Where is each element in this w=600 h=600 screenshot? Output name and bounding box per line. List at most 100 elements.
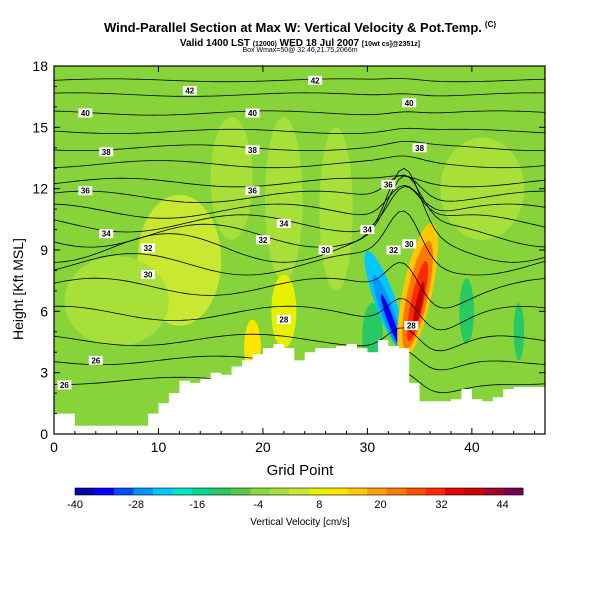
colorbar-swatch (211, 488, 232, 495)
contour-label: 32 (255, 235, 270, 245)
contour-label: 26 (88, 355, 103, 365)
colorbar-swatch (386, 488, 407, 495)
contour-label-text: 26 (60, 381, 69, 390)
theta-contour-line (54, 186, 545, 233)
colorbar-tick-label: -4 (253, 499, 263, 511)
contour-label-box (402, 239, 417, 249)
contour-label-text: 38 (248, 146, 257, 155)
theta-contour-line (54, 78, 545, 83)
theta-contour-line (54, 262, 545, 309)
theta-contour-line (54, 167, 545, 263)
colorbar-swatch (484, 488, 505, 495)
colorbar-tick-label: 32 (435, 499, 447, 511)
contour-label-box (404, 321, 419, 331)
valid-time-utc: (12000) (252, 41, 277, 48)
colorbar-swatch (191, 488, 212, 495)
contour-label: 42 (308, 75, 323, 85)
theta-contour-line (54, 184, 545, 219)
contour-label-box (386, 245, 401, 255)
contour-label-text: 34 (102, 230, 111, 239)
contour-label-text: 34 (363, 226, 372, 235)
y-tick-label: 9 (40, 242, 48, 258)
contour-label: 36 (78, 186, 93, 196)
contour-label: 34 (276, 218, 291, 228)
contour-label: 34 (360, 225, 375, 235)
contour-labels: 42 42 40 40 40 38 38 38 36 36 36 34 34 34 32 32 30 32 30 30… (57, 75, 427, 390)
valid-time: Valid 1400 LST (179, 38, 250, 49)
colorbar-tick-label: 20 (374, 499, 386, 511)
contour-label-text: 26 (91, 356, 100, 365)
contour-label-text: 36 (248, 187, 257, 196)
y-axis-label: Height [Kft MSL] (10, 238, 26, 340)
contour-label-box (78, 108, 93, 118)
colorbar-swatch (425, 488, 446, 495)
colorbar-swatch (464, 488, 485, 495)
contour-label-box (308, 75, 323, 85)
field-cell (210, 117, 253, 240)
colorbar-tick-label: -28 (128, 499, 144, 511)
contour-label-box (99, 147, 114, 157)
contour-label: 28 (276, 315, 291, 325)
theta-contour-line (54, 141, 545, 151)
contour-label-box (141, 243, 156, 253)
theta-contour-line (54, 327, 545, 352)
theta-contour-line (54, 298, 545, 331)
colorbar-swatch (250, 488, 271, 495)
copyright-mark: (C) (484, 20, 497, 29)
contour-label-text: 28 (279, 316, 288, 325)
contour-label-text: 40 (81, 109, 90, 118)
contour-label-text: 30 (144, 271, 153, 280)
field-cell (440, 137, 525, 240)
theta-contour-line (54, 127, 545, 135)
contour-label-text: 30 (321, 246, 330, 255)
contour-label: 30 (318, 245, 333, 255)
theta-contour-line (54, 174, 545, 204)
colorbar-tick-label: 44 (497, 499, 509, 511)
contour-label-box (245, 108, 260, 118)
contour-label-text: 32 (144, 244, 153, 253)
colorbar-swatch (406, 488, 427, 495)
contour-label-box (402, 98, 417, 108)
colorbar: -40 -28 -16 -4 8 20 32 44 (67, 487, 524, 511)
contour-label: 32 (141, 243, 156, 253)
contour-label: 40 (78, 108, 93, 118)
y-tick-label: 6 (40, 303, 48, 319)
contour-label-box (276, 218, 291, 228)
colorbar-frame (74, 487, 524, 496)
colorbar-swatch (328, 488, 349, 495)
x-tick-label: 30 (360, 439, 376, 455)
contour-label-box (57, 380, 72, 390)
field-cell (64, 256, 169, 347)
contour-label-box (78, 186, 93, 196)
contour-label: 40 (402, 98, 417, 108)
contour-label-text: 36 (384, 181, 393, 190)
theta-contour-line (54, 175, 545, 188)
x-axis-label: Grid Point (266, 462, 334, 479)
contour-label: 40 (245, 108, 260, 118)
y-tick-label: 18 (32, 58, 48, 74)
field-cell (513, 303, 525, 361)
contour-label-text: 30 (405, 240, 414, 249)
contour-label-box (381, 180, 396, 190)
theta-contour-line (54, 210, 545, 276)
contour-label-text: 32 (389, 246, 398, 255)
run-info: [10wt cs]@2351z] (361, 41, 421, 48)
contour-label-text: 34 (279, 219, 288, 228)
contour-label: 36 (245, 186, 260, 196)
x-tick-label: 40 (464, 439, 480, 455)
colorbar-swatch (133, 488, 154, 495)
contour-label-text: 28 (407, 322, 416, 331)
terrain-mask (54, 340, 545, 434)
theta-contour-line (54, 155, 545, 169)
colorbar-swatch (308, 488, 329, 495)
y-tick-label: 3 (40, 365, 48, 381)
contour-label-text: 42 (185, 87, 194, 96)
colorbar-swatch (75, 488, 95, 495)
x-tick-label: 10 (151, 439, 167, 455)
theta-contour-line (54, 110, 545, 116)
contour-label: 30 (402, 239, 417, 249)
contour-label-box (255, 235, 270, 245)
colorbar-tick-label: -40 (67, 499, 83, 511)
field-cell (412, 281, 425, 330)
